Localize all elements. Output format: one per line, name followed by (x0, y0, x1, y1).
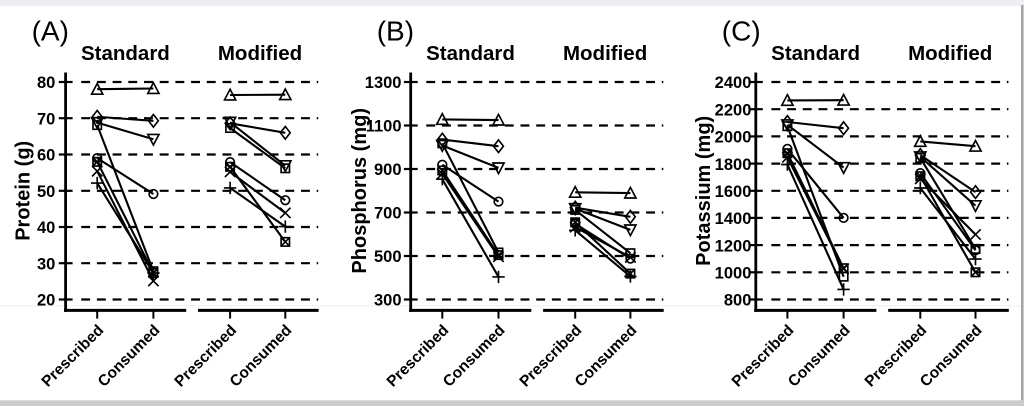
svg-text:Modified: Modified (563, 42, 647, 65)
svg-text:(B): (B) (377, 16, 414, 47)
svg-text:(C): (C) (722, 16, 761, 47)
svg-text:1600: 1600 (715, 183, 752, 201)
svg-text:1100: 1100 (366, 118, 402, 136)
svg-text:2400: 2400 (715, 74, 752, 92)
svg-text:Modified: Modified (218, 42, 302, 65)
svg-text:2200: 2200 (715, 101, 752, 119)
svg-text:Protein (g): Protein (g) (12, 141, 34, 241)
svg-text:Potassium (mg): Potassium (mg) (693, 116, 715, 266)
svg-text:2000: 2000 (715, 129, 752, 147)
svg-text:1400: 1400 (715, 210, 752, 228)
svg-text:Standard: Standard (426, 42, 515, 65)
svg-text:Standard: Standard (771, 42, 860, 65)
svg-text:Modified: Modified (908, 42, 992, 65)
svg-text:Phosphorus (mg): Phosphorus (mg) (349, 108, 371, 274)
svg-text:900: 900 (374, 161, 402, 179)
svg-text:500: 500 (374, 248, 402, 266)
svg-text:300: 300 (374, 292, 402, 310)
svg-text:1000: 1000 (715, 265, 752, 283)
svg-text:70: 70 (37, 111, 55, 129)
svg-text:60: 60 (37, 147, 55, 165)
svg-text:(A): (A) (32, 16, 69, 47)
svg-text:700: 700 (374, 205, 402, 223)
svg-text:80: 80 (37, 74, 55, 92)
svg-text:Standard: Standard (81, 42, 170, 65)
svg-text:1200: 1200 (715, 237, 752, 255)
svg-text:1800: 1800 (715, 156, 752, 174)
svg-text:800: 800 (724, 292, 752, 310)
svg-text:40: 40 (37, 219, 55, 237)
svg-text:30: 30 (37, 255, 55, 273)
svg-text:20: 20 (37, 292, 55, 310)
svg-text:50: 50 (37, 183, 55, 201)
svg-text:1300: 1300 (365, 74, 402, 92)
